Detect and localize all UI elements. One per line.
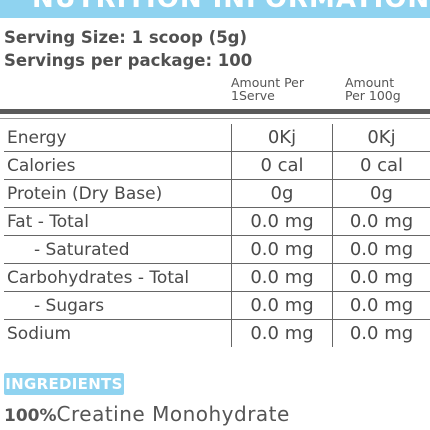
nutrient-name: Carbohydrates - Total (4, 263, 232, 292)
nutrient-name: Protein (Dry Base) (4, 179, 232, 208)
amount-per-serve: 0Kj (231, 124, 333, 152)
nutrition-row: Carbohydrates - Total 0.0 mg 0.0 mg (4, 263, 430, 292)
ingredient-name: Creatine Monohydrate (56, 402, 290, 426)
amount-per-serve: 0.0 mg (231, 291, 333, 320)
nutrient-name: - Saturated (4, 235, 232, 264)
nutrition-row: Sodium 0.0 mg 0.0 mg (4, 319, 430, 347)
servings-per-package: Servings per package: 100 (4, 51, 253, 70)
amount-per-serve: 0.0 mg (231, 319, 333, 347)
nutrition-table: Energy 0Kj 0Kj Calories 0 cal 0 cal Protein (D… (4, 124, 430, 347)
nutrient-name: Fat - Total (4, 207, 232, 236)
nutrient-name: Energy (4, 124, 232, 152)
ingredient-percent: 100% (4, 406, 57, 426)
column-header-per-serve-line2: 1Serve (231, 88, 275, 103)
column-header-per-100g-line2: Per 100g (345, 88, 401, 103)
nutrition-row: - Saturated 0.0 mg 0.0 mg (4, 235, 430, 264)
nutrition-row: Protein (Dry Base) 0g 0g (4, 179, 430, 208)
amount-per-100g: 0.0 mg (332, 263, 430, 292)
ingredients-label: INGREDIENTS (5, 375, 123, 393)
amount-per-serve: 0g (231, 179, 333, 208)
column-header-per-serve-line1: Amount Per (231, 75, 305, 90)
amount-per-serve: 0.0 mg (231, 235, 333, 264)
amount-per-100g: 0.0 mg (332, 235, 430, 264)
banner-title: NUTRITION INFORMATION (32, 0, 430, 14)
header-rule-thin (0, 118, 430, 119)
amount-per-serve: 0 cal (231, 151, 333, 180)
nutrient-name: Calories (4, 151, 232, 180)
amount-per-100g: 0 cal (332, 151, 430, 180)
ingredients-line: 100%Creatine Monohydrate (4, 402, 290, 426)
column-header-per-serve: Amount Per 1Serve (231, 76, 304, 102)
nutrient-name: Sodium (7, 323, 72, 344)
ingredients-badge: INGREDIENTS (4, 373, 124, 395)
amount-per-serve: 0.0 mg (231, 207, 333, 236)
column-header-per-100g: Amount Per 100g (345, 76, 401, 102)
nutrient-name: - Sugars (4, 291, 232, 320)
amount-per-serve: 0.0 mg (231, 263, 333, 292)
nutrition-row: Energy 0Kj 0Kj (4, 124, 430, 152)
amount-per-100g: 0.0 mg (332, 291, 430, 320)
header-rule-thick (0, 109, 430, 114)
amount-per-100g: 0g (332, 179, 430, 208)
nutrition-row: - Sugars 0.0 mg 0.0 mg (4, 291, 430, 320)
amount-per-100g: 0Kj (332, 124, 430, 152)
amount-per-100g: 0.0 mg (332, 207, 430, 236)
column-header-per-100g-line1: Amount (345, 75, 395, 90)
nutrition-row: Fat - Total 0.0 mg 0.0 mg (4, 207, 430, 236)
nutrition-row: Calories 0 cal 0 cal (4, 151, 430, 180)
amount-per-100g: 0.0 mg (349, 323, 414, 344)
serving-size: Serving Size: 1 scoop (5g) (4, 28, 248, 47)
nutrition-table-body: Energy 0Kj 0Kj Calories 0 cal 0 cal Protein (D… (4, 124, 430, 347)
nutrition-banner: NUTRITION INFORMATION (0, 0, 430, 18)
